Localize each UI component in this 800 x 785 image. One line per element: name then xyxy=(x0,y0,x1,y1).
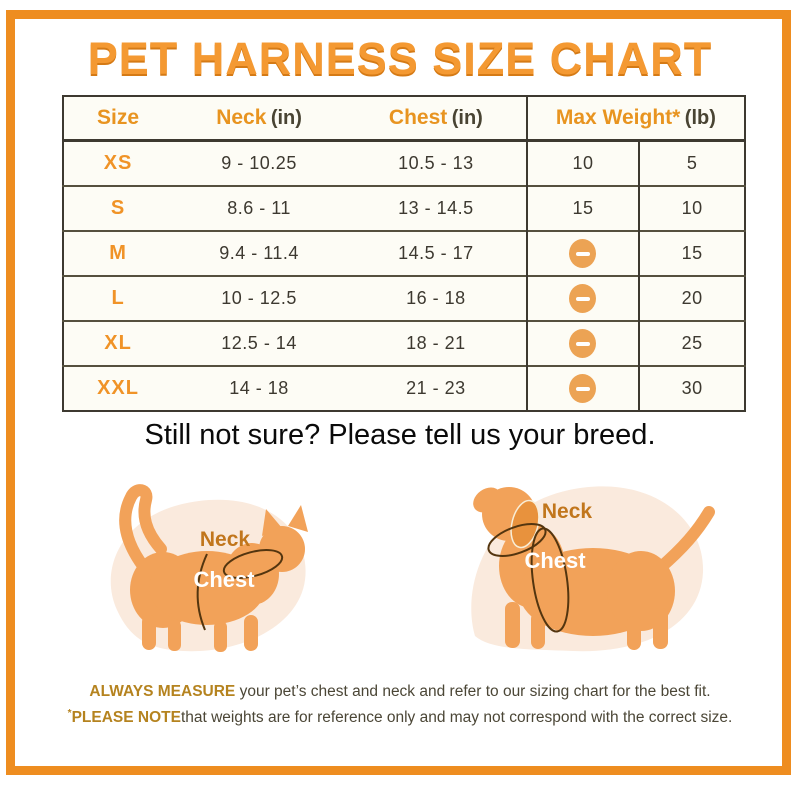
neck-range: 8.6 - 11 xyxy=(172,185,347,231)
footnote-asterisk: * xyxy=(67,708,72,719)
table-row: S 8.6 - 11 13 - 14.5 15 10 xyxy=(63,185,745,231)
header-neck: Neck (in) xyxy=(172,96,347,142)
dog-tail xyxy=(654,506,715,574)
header-size: Size xyxy=(63,96,173,142)
neck-range: 12.5 - 14 xyxy=(172,320,347,366)
header-max-weight: Max Weight* (lb) xyxy=(525,96,745,142)
size-label: S xyxy=(63,185,173,231)
cat-neck-label: Neck xyxy=(200,528,251,551)
table-row: XL 12.5 - 14 18 - 21 25 xyxy=(63,320,745,366)
chest-measure-loop xyxy=(530,527,570,633)
neck-range: 10 - 12.5 xyxy=(172,275,347,321)
weight-cat-cell xyxy=(525,230,640,276)
size-label: M xyxy=(63,230,173,276)
dog-measurement-diagram: Neck Chest xyxy=(445,460,775,675)
weight-dog-cell: 10 xyxy=(638,185,745,231)
weight-cat-cell xyxy=(525,275,640,321)
chest-range: 10.5 - 13 xyxy=(398,153,474,173)
chest-range: 14.5 - 17 xyxy=(346,230,527,276)
neck-range: 9.4 - 11.4 xyxy=(172,230,347,276)
dog-chest-label: Chest xyxy=(524,548,586,573)
footer-line-measure: ALWAYS MEASURE your pet’s chest and neck… xyxy=(89,683,711,700)
neck-measure-ring xyxy=(222,549,284,579)
table-header-row: Size Neck (in) Chest (in) Max Weight* (l… xyxy=(63,96,745,142)
weight-dog-cell: 20 xyxy=(638,275,745,321)
header-chest: Chest (in) xyxy=(346,96,527,142)
weight-cat-cell xyxy=(525,365,640,411)
table-row: XXL 14 - 18 21 - 23 30 xyxy=(63,365,745,411)
cat-tail xyxy=(119,484,167,572)
chest-range: 13 - 14.5 xyxy=(346,185,527,231)
weight-cat-cell xyxy=(525,320,640,366)
cat-body-silhouette xyxy=(130,505,308,652)
weight-cat-cell: 15 xyxy=(525,185,640,231)
weight-dog-cell: 30 xyxy=(638,365,745,411)
minus-icon xyxy=(569,239,597,268)
minus-icon xyxy=(569,329,597,358)
table-row: XS 9 - 10.25 10.5 - 13 10 5 xyxy=(63,140,745,186)
minus-icon xyxy=(569,284,597,313)
always-measure-text: ALWAYS MEASURE xyxy=(89,683,236,700)
footer-notes: ALWAYS MEASURE your pet’s chest and neck… xyxy=(0,681,800,729)
weight-dog-cell: 5 xyxy=(638,140,745,186)
table-row: M 9.4 - 11.4 14.5 - 17 15 xyxy=(63,230,745,276)
chest-range: 18 - 21 xyxy=(346,320,527,366)
neck-range: 9 - 10.25 xyxy=(221,153,297,173)
cat-illustration: Neck Chest xyxy=(110,484,308,652)
chest-range: 21 - 23 xyxy=(346,365,527,411)
size-label: XL xyxy=(63,320,173,366)
page-title: PET HARNESS SIZE CHART xyxy=(87,33,713,84)
neck-range: 14 - 18 xyxy=(172,365,347,411)
size-label: L xyxy=(63,275,173,321)
size-chart-table: Size Neck (in) Chest (in) Max Weight* (l… xyxy=(62,95,746,412)
table-row: L 10 - 12.5 16 - 18 20 xyxy=(63,275,745,321)
chest-measure-line xyxy=(196,553,208,631)
dog-neck-label: Neck xyxy=(542,500,593,523)
please-note-text: PLEASE NOTE xyxy=(71,709,181,727)
chest-range: 16 - 18 xyxy=(346,275,527,321)
dog-illustration: Neck Chest xyxy=(471,486,715,652)
neck-measure-ring xyxy=(487,523,547,557)
weight-dog-cell: 25 xyxy=(638,320,745,366)
weight-cat-cell: 10 xyxy=(525,140,640,186)
size-label: XXL xyxy=(63,365,173,411)
weight-dog-cell: 15 xyxy=(638,230,745,276)
cat-chest-label: Chest xyxy=(193,567,255,592)
breed-question-text: Still not sure? Please tell us your bree… xyxy=(144,419,656,451)
cat-measurement-diagram: Neck Chest xyxy=(85,468,415,673)
minus-icon xyxy=(569,374,597,403)
size-label: XS xyxy=(103,152,133,174)
footer-line-note: *PLEASE NOTEthat weights are for referen… xyxy=(67,708,733,727)
